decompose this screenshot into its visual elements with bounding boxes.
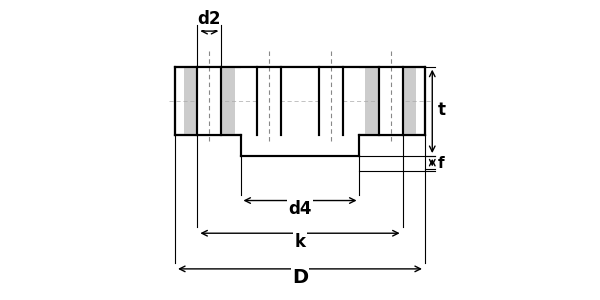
Bar bbox=[197, 67, 221, 135]
Bar bbox=[365, 67, 379, 135]
Text: d2: d2 bbox=[197, 10, 221, 28]
Bar bbox=[379, 67, 403, 135]
Bar bbox=[257, 67, 281, 135]
Bar bbox=[197, 67, 221, 135]
Bar bbox=[379, 67, 403, 135]
Bar bbox=[221, 67, 235, 135]
Bar bbox=[241, 67, 359, 156]
Bar bbox=[319, 67, 343, 135]
Text: D: D bbox=[292, 268, 308, 287]
Bar bbox=[306, 67, 319, 135]
Bar bbox=[184, 67, 197, 135]
Bar bbox=[244, 67, 257, 135]
Bar bbox=[403, 67, 416, 135]
Bar bbox=[343, 67, 356, 135]
Text: k: k bbox=[295, 233, 305, 251]
Bar bbox=[281, 67, 294, 135]
Text: f: f bbox=[438, 156, 445, 171]
Bar bbox=[175, 67, 425, 135]
Bar bbox=[257, 67, 281, 135]
Bar bbox=[319, 67, 343, 135]
Text: t: t bbox=[438, 101, 446, 119]
Bar bbox=[175, 67, 425, 135]
Bar bbox=[241, 135, 359, 156]
Text: d4: d4 bbox=[288, 200, 312, 218]
